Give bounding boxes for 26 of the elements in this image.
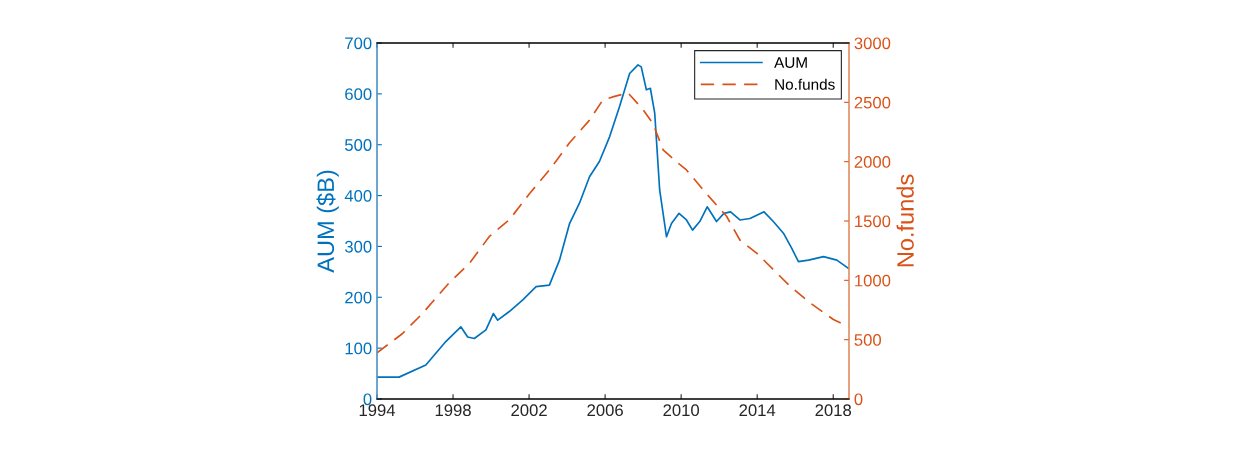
y-axis-title: AUM ($B): [316, 170, 339, 273]
x-tick-label: 2014: [739, 404, 776, 417]
y-tick-label: 0: [363, 393, 372, 406]
y-tick-label: 700: [345, 37, 372, 50]
y2-tick-label: 2000: [854, 156, 891, 168]
x-tick-label: 1994: [359, 404, 396, 417]
y-tick-label: 500: [345, 139, 372, 151]
y2-tick-label: 2500: [854, 96, 891, 109]
y2-tick-label: 500: [854, 334, 882, 346]
x-tick-label: 2006: [587, 404, 623, 417]
y2-tick-label: 0: [854, 393, 863, 406]
y-tick-label: 200: [345, 291, 372, 304]
y-tick-label: 400: [344, 189, 372, 202]
x-tick-label: 1998: [435, 404, 471, 417]
x-tick-label: 2002: [511, 404, 547, 417]
x-tick-label: 2018: [815, 404, 852, 417]
y-tick-label: 300: [344, 240, 372, 253]
legend-label: AUM: [774, 57, 807, 68]
x-tick-label: 2010: [663, 404, 700, 417]
y2-tick-label: 1500: [855, 215, 891, 228]
y-tick-label: 100: [345, 342, 372, 355]
y2-tick-label: 1000: [855, 274, 891, 287]
y2-axis-title: No.funds: [896, 174, 914, 267]
legend-label: No.funds: [775, 78, 835, 90]
y-tick-label: 600: [345, 88, 372, 101]
y2-tick-label: 3000: [854, 37, 891, 50]
